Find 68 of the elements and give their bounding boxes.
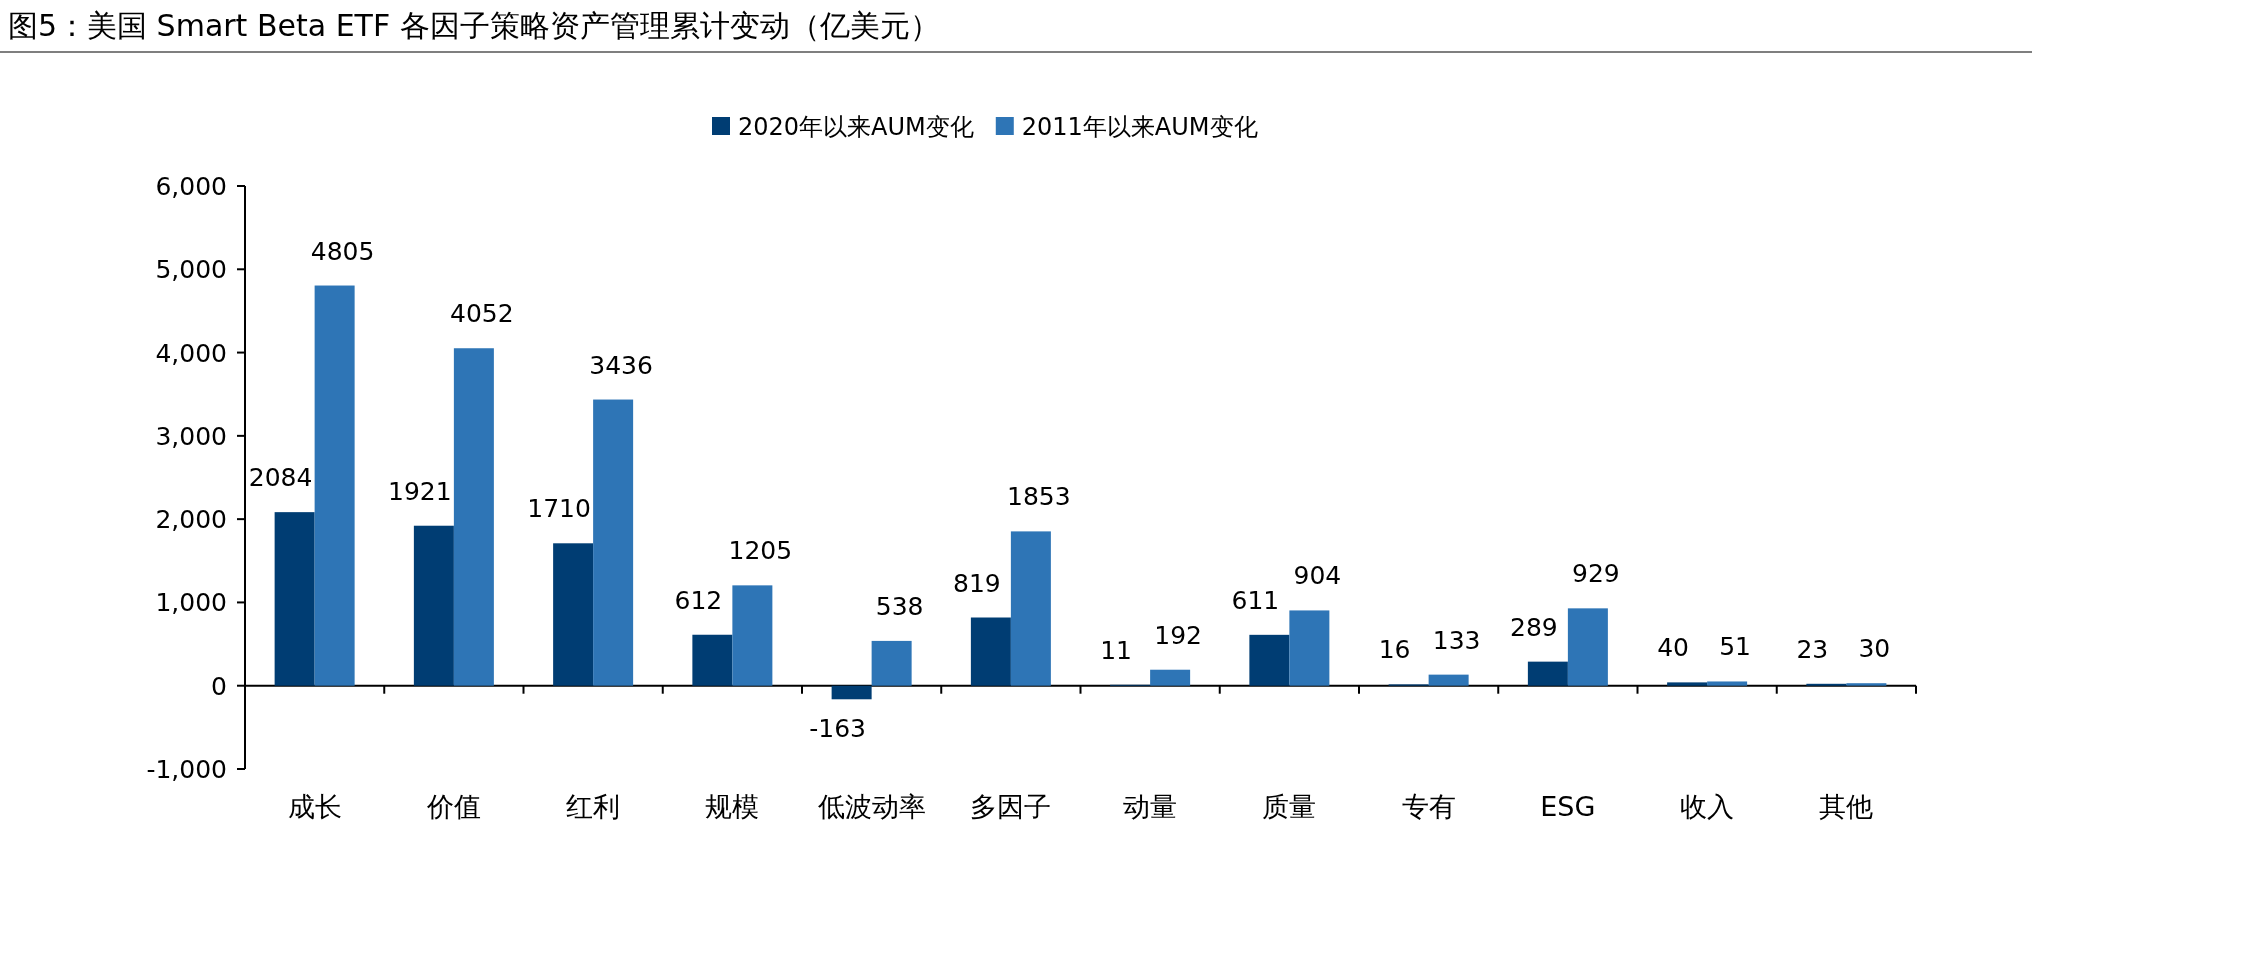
data-label: 538 xyxy=(875,591,924,621)
bar xyxy=(593,399,634,686)
bar xyxy=(692,634,733,686)
bar xyxy=(553,543,594,686)
bar xyxy=(1150,669,1191,686)
data-label: 11 xyxy=(1100,635,1133,665)
chart-title: 图5：美国 Smart Beta ETF 各因子策略资产管理累计变动（亿美元） xyxy=(8,8,940,43)
bar xyxy=(831,685,872,700)
data-label: 30 xyxy=(1858,634,1891,664)
data-label: 23 xyxy=(1796,634,1829,664)
bar xyxy=(1010,531,1051,686)
bar xyxy=(274,512,315,686)
x-tick-label: 成长 xyxy=(287,791,342,822)
x-tick-label: 规模 xyxy=(705,791,760,822)
data-label: 1853 xyxy=(1007,482,1071,512)
bar xyxy=(1527,661,1568,686)
data-label: 133 xyxy=(1432,625,1481,655)
legend-label: 2011年以来AUM变化 xyxy=(1021,113,1258,141)
data-label: 929 xyxy=(1572,559,1620,589)
y-tick-label: 6,000 xyxy=(155,172,227,201)
data-label: 4052 xyxy=(450,299,514,329)
y-tick-label: 3,000 xyxy=(155,421,227,451)
x-tick-label: 价值 xyxy=(425,791,481,822)
data-label: 3436 xyxy=(589,350,653,380)
x-tick-label: 专有 xyxy=(1401,791,1456,822)
y-tick-label: 0 xyxy=(211,671,227,701)
data-label: 289 xyxy=(1510,612,1558,642)
data-label: 4805 xyxy=(310,236,375,266)
x-tick-label: ESG xyxy=(1540,791,1596,822)
data-label: -163 xyxy=(809,714,866,744)
data-label: 1921 xyxy=(388,476,452,506)
bar xyxy=(1846,683,1887,686)
bar xyxy=(453,348,494,686)
y-tick-label: -1,000 xyxy=(146,755,227,784)
bar xyxy=(1707,681,1748,686)
bar xyxy=(871,640,912,686)
y-tick-label: 5,000 xyxy=(155,255,227,285)
bar xyxy=(413,525,454,686)
data-label: 1710 xyxy=(527,494,591,524)
bar xyxy=(1667,682,1708,686)
data-label: 51 xyxy=(1719,632,1752,662)
x-tick-label: 其他 xyxy=(1819,791,1874,822)
x-tick-label: 红利 xyxy=(566,791,621,822)
bar xyxy=(732,585,773,686)
bar xyxy=(1567,608,1608,686)
y-tick-label: 1,000 xyxy=(155,588,227,618)
bar xyxy=(314,285,355,686)
y-tick-label: 2,000 xyxy=(155,505,227,535)
x-tick-label: 质量 xyxy=(1262,791,1317,822)
bar xyxy=(1428,674,1469,686)
data-label: 192 xyxy=(1154,620,1202,650)
bar xyxy=(970,617,1011,686)
y-tick-label: 4,000 xyxy=(155,338,227,368)
data-label: 16 xyxy=(1378,635,1411,665)
bar xyxy=(1289,610,1330,686)
x-tick-label: 动量 xyxy=(1123,791,1178,822)
x-tick-label: 低波动率 xyxy=(817,791,926,822)
data-label: 2084 xyxy=(248,463,313,493)
x-tick-label: 多因子 xyxy=(970,791,1052,822)
data-label: 1205 xyxy=(728,536,793,566)
data-label: 819 xyxy=(953,568,1001,598)
bar xyxy=(1249,634,1290,686)
data-label: 611 xyxy=(1231,585,1280,615)
data-label: 40 xyxy=(1657,633,1690,663)
data-label: 904 xyxy=(1293,561,1342,591)
data-label: 612 xyxy=(674,585,723,615)
x-tick-label: 收入 xyxy=(1680,791,1735,822)
legend-label: 2020年以来AUM变化 xyxy=(738,113,974,141)
